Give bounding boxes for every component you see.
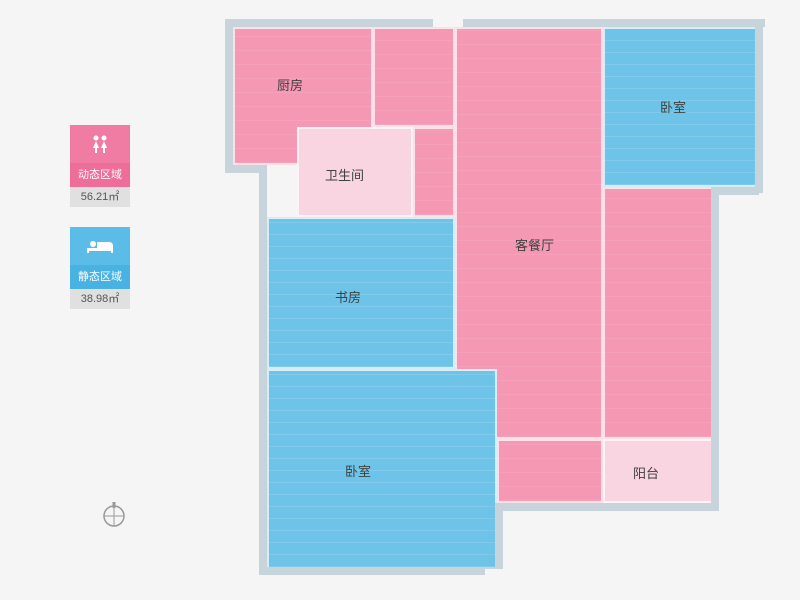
room-label-living: 客餐厅	[515, 235, 554, 254]
wall-5	[495, 503, 503, 573]
bed-icon	[70, 227, 130, 265]
wall-6	[495, 503, 719, 511]
wall-9	[755, 19, 763, 193]
wall-0	[225, 19, 765, 27]
wall-4	[259, 567, 503, 575]
door-gap-1	[485, 569, 515, 579]
room-hall_mid	[413, 127, 455, 217]
legend-label-static: 静态区域	[70, 265, 130, 289]
room-hall_top	[373, 27, 455, 127]
room-bedroom_b	[267, 369, 497, 569]
legend-value-dynamic: 56.21㎡	[70, 187, 130, 207]
floorplan-diagram: 厨房客餐厅卫生间卧室书房卧室阳台	[225, 15, 765, 585]
room-label-bedroom_b: 卧室	[345, 461, 371, 480]
legend-panel: 动态区域 56.21㎡ 静态区域 38.98㎡	[70, 125, 145, 329]
room-label-bedroom_tr: 卧室	[660, 97, 686, 116]
door-gap-0	[433, 15, 463, 27]
compass-icon	[100, 500, 128, 528]
room-label-balcony: 阳台	[633, 463, 659, 482]
room-label-study: 书房	[335, 287, 361, 306]
room-label-kitchen: 厨房	[277, 75, 303, 94]
wall-8	[711, 187, 759, 195]
people-icon	[70, 125, 130, 163]
wall-3	[259, 165, 267, 575]
wall-7	[711, 187, 719, 509]
legend-item-static: 静态区域 38.98㎡	[70, 227, 130, 309]
legend-label-dynamic: 动态区域	[70, 163, 130, 187]
room-side_strip	[603, 187, 713, 439]
legend-item-dynamic: 动态区域 56.21㎡	[70, 125, 130, 207]
legend-value-static: 38.98㎡	[70, 289, 130, 309]
wall-1	[225, 19, 233, 165]
room-corridor_b	[497, 439, 603, 503]
room-label-bathroom: 卫生间	[325, 165, 364, 184]
